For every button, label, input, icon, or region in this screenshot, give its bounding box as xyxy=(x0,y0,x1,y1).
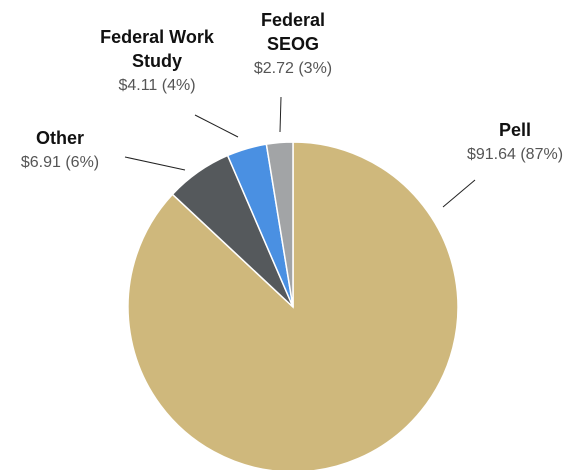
value-label: $91.64 (87%) xyxy=(466,146,564,163)
value-label: $6.91 (6%) xyxy=(20,154,100,171)
value-label: $4.11 (4%) xyxy=(118,77,196,94)
category-name: Other xyxy=(35,128,84,148)
category-name: Federal Work Study xyxy=(100,27,214,71)
leader-line xyxy=(194,114,239,138)
pie-slice xyxy=(127,141,459,470)
category-name: Pell xyxy=(498,120,532,140)
pie-slice xyxy=(265,141,294,308)
slice-label: Other $6.91 (6%) xyxy=(0,126,130,176)
leader-line xyxy=(124,156,186,171)
slice-label: Federal Work Study $4.11 (4%) xyxy=(82,25,232,99)
slice-label: Pell $91.64 (87%) xyxy=(435,118,577,168)
leader-line xyxy=(279,96,282,133)
leader-line xyxy=(442,179,476,208)
slice-label: Federal SEOG $2.72 (3%) xyxy=(248,8,338,82)
category-name: Federal SEOG xyxy=(260,10,326,54)
value-label: $2.72 (3%) xyxy=(253,60,333,77)
